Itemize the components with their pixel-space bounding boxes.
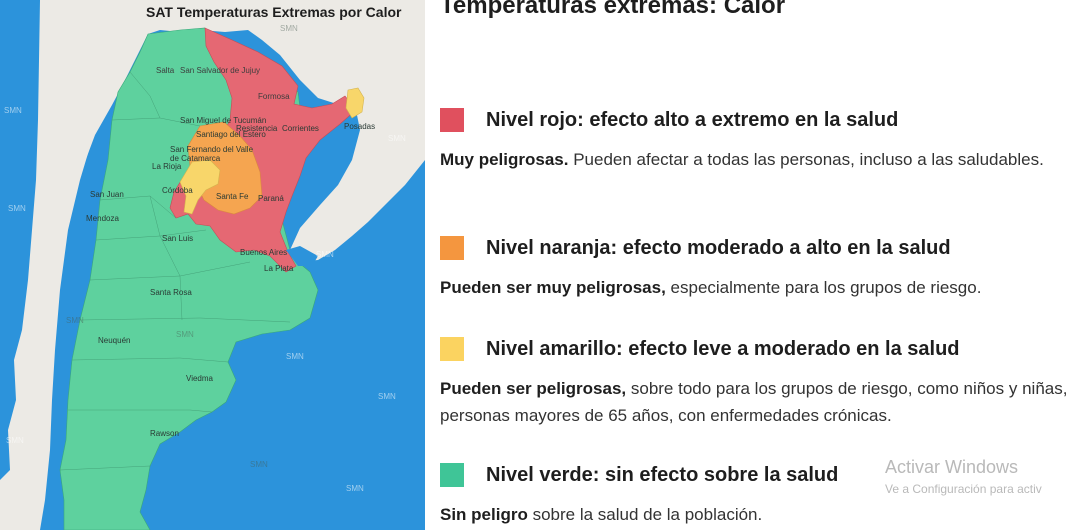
level-desc-bold: Pueden ser peligrosas, xyxy=(440,379,627,398)
city-label: Buenos Aires xyxy=(240,248,288,257)
smn-watermark: SMN xyxy=(346,484,364,493)
smn-watermark: SMN xyxy=(378,392,396,401)
smn-watermark: SMN xyxy=(6,436,24,445)
level-desc-bold: Sin peligro xyxy=(440,505,528,524)
smn-watermark: SMN xyxy=(316,250,334,259)
neighbour-land-chile xyxy=(0,0,150,530)
swatch-green xyxy=(440,463,464,487)
level-description: Pueden ser peligrosas, sobre todo para l… xyxy=(440,375,1076,429)
city-label: Formosa xyxy=(258,92,290,101)
swatch-orange xyxy=(440,236,464,260)
city-label: Santa Fe xyxy=(216,192,249,201)
smn-watermark: SMN xyxy=(250,460,268,469)
activate-windows-hint: Ve a Configuración para activ xyxy=(885,482,1042,496)
city-label: Viedma xyxy=(186,374,213,383)
smn-watermark: SMN xyxy=(176,330,194,339)
legend-title: Temperaturas extremas: Calor xyxy=(440,0,786,19)
map-title: SAT Temperaturas Extremas por Calor xyxy=(146,4,402,20)
neighbour-land-north xyxy=(40,0,425,360)
smn-watermark: SMN xyxy=(286,352,304,361)
smn-watermark: SMN xyxy=(8,204,26,213)
city-label: Santiago del Estero xyxy=(196,130,266,139)
activate-windows-title: Activar Windows xyxy=(885,457,1019,477)
city-label: La Rioja xyxy=(152,162,182,171)
smn-watermark: SMN xyxy=(66,316,84,325)
swatch-yellow xyxy=(440,337,464,361)
city-label: San Luis xyxy=(162,234,194,243)
swatch-red xyxy=(440,108,464,132)
smn-watermark: SMN xyxy=(4,106,22,115)
city-label: San Miguel de Tucumán xyxy=(180,116,267,125)
alert-map[interactable]: SAT Temperaturas Extremas por Calor Salt… xyxy=(0,0,425,530)
level-title: Nivel naranja: efecto moderado a alto en… xyxy=(486,237,951,259)
city-label: San Fernando del Valle de Catamarca xyxy=(170,145,254,163)
city-label: Posadas xyxy=(344,122,376,131)
legend-panel: Temperaturas extremas: Calor Nivel rojo:… xyxy=(440,0,1076,530)
smn-watermark: SMN xyxy=(388,134,406,143)
city-label: Salta xyxy=(156,66,175,75)
rio-de-la-plata xyxy=(286,246,318,266)
city-label: Neuquén xyxy=(98,336,131,345)
level-desc-bold: Muy peligrosas. xyxy=(440,150,569,169)
level-description: Sin peligro sobre la salud de la poblaci… xyxy=(440,501,1076,528)
city-label: Santa Rosa xyxy=(150,288,192,297)
level-description: Muy peligrosas. Pueden afectar a todas l… xyxy=(440,146,1076,173)
level-desc-text: sobre todo para los grupos de riesgo, co… xyxy=(440,379,1068,425)
level-desc-text: Pueden afectar a todas las personas, inc… xyxy=(568,150,1044,169)
region-yellow-misiones xyxy=(345,87,365,119)
city-label: Rawson xyxy=(150,429,179,438)
level-title: Nivel rojo: efecto alto a extremo en la … xyxy=(486,109,899,131)
level-title: Nivel verde: sin efecto sobre la salud xyxy=(486,464,839,486)
level-desc-text: especialmente para los grupos de riesgo. xyxy=(665,278,982,297)
province-borders xyxy=(59,71,291,471)
city-label: Corrientes xyxy=(282,124,319,133)
city-label: San Salvador de Jujuy xyxy=(180,66,261,75)
city-label: Mendoza xyxy=(86,214,119,223)
city-label: Córdoba xyxy=(162,186,193,195)
city-label: La Plata xyxy=(264,264,294,273)
city-label: Resistencia xyxy=(236,124,278,133)
map-canvas xyxy=(0,0,425,530)
level-title: Nivel amarillo: efecto leve a moderado e… xyxy=(486,338,960,360)
smn-watermark: SMN xyxy=(280,24,298,33)
level-desc-text: sobre la salud de la población. xyxy=(527,505,763,524)
city-label: San Juan xyxy=(90,190,124,199)
level-desc-bold: Pueden ser muy peligrosas, xyxy=(440,278,666,297)
city-label: Paraná xyxy=(258,194,284,203)
level-description: Pueden ser muy peligrosas, especialmente… xyxy=(440,274,1076,301)
region-yellow-centre xyxy=(179,159,221,215)
activate-windows-watermark: Activar Windows Ve a Configuración para … xyxy=(885,457,1042,496)
